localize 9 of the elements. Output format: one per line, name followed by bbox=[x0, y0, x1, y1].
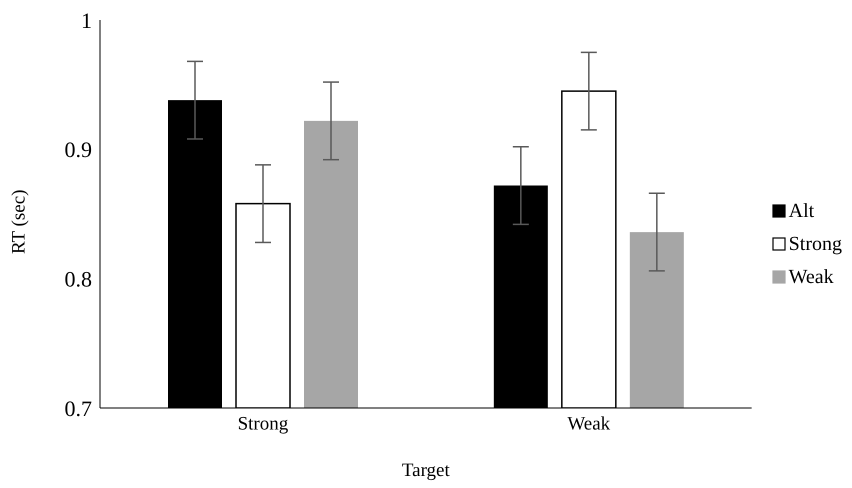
y-tick-label: 0.7 bbox=[64, 396, 92, 421]
x-axis-title: Target bbox=[402, 460, 450, 481]
legend-label: Alt bbox=[788, 200, 814, 222]
y-tick-label: 1 bbox=[81, 8, 92, 33]
y-tick-label: 0.8 bbox=[64, 266, 92, 292]
y-axis-title: RT (sec) bbox=[8, 190, 30, 254]
legend-label: Strong bbox=[788, 232, 842, 256]
legend-label: Weak bbox=[788, 266, 834, 288]
y-tick-label: 0.9 bbox=[64, 137, 92, 162]
